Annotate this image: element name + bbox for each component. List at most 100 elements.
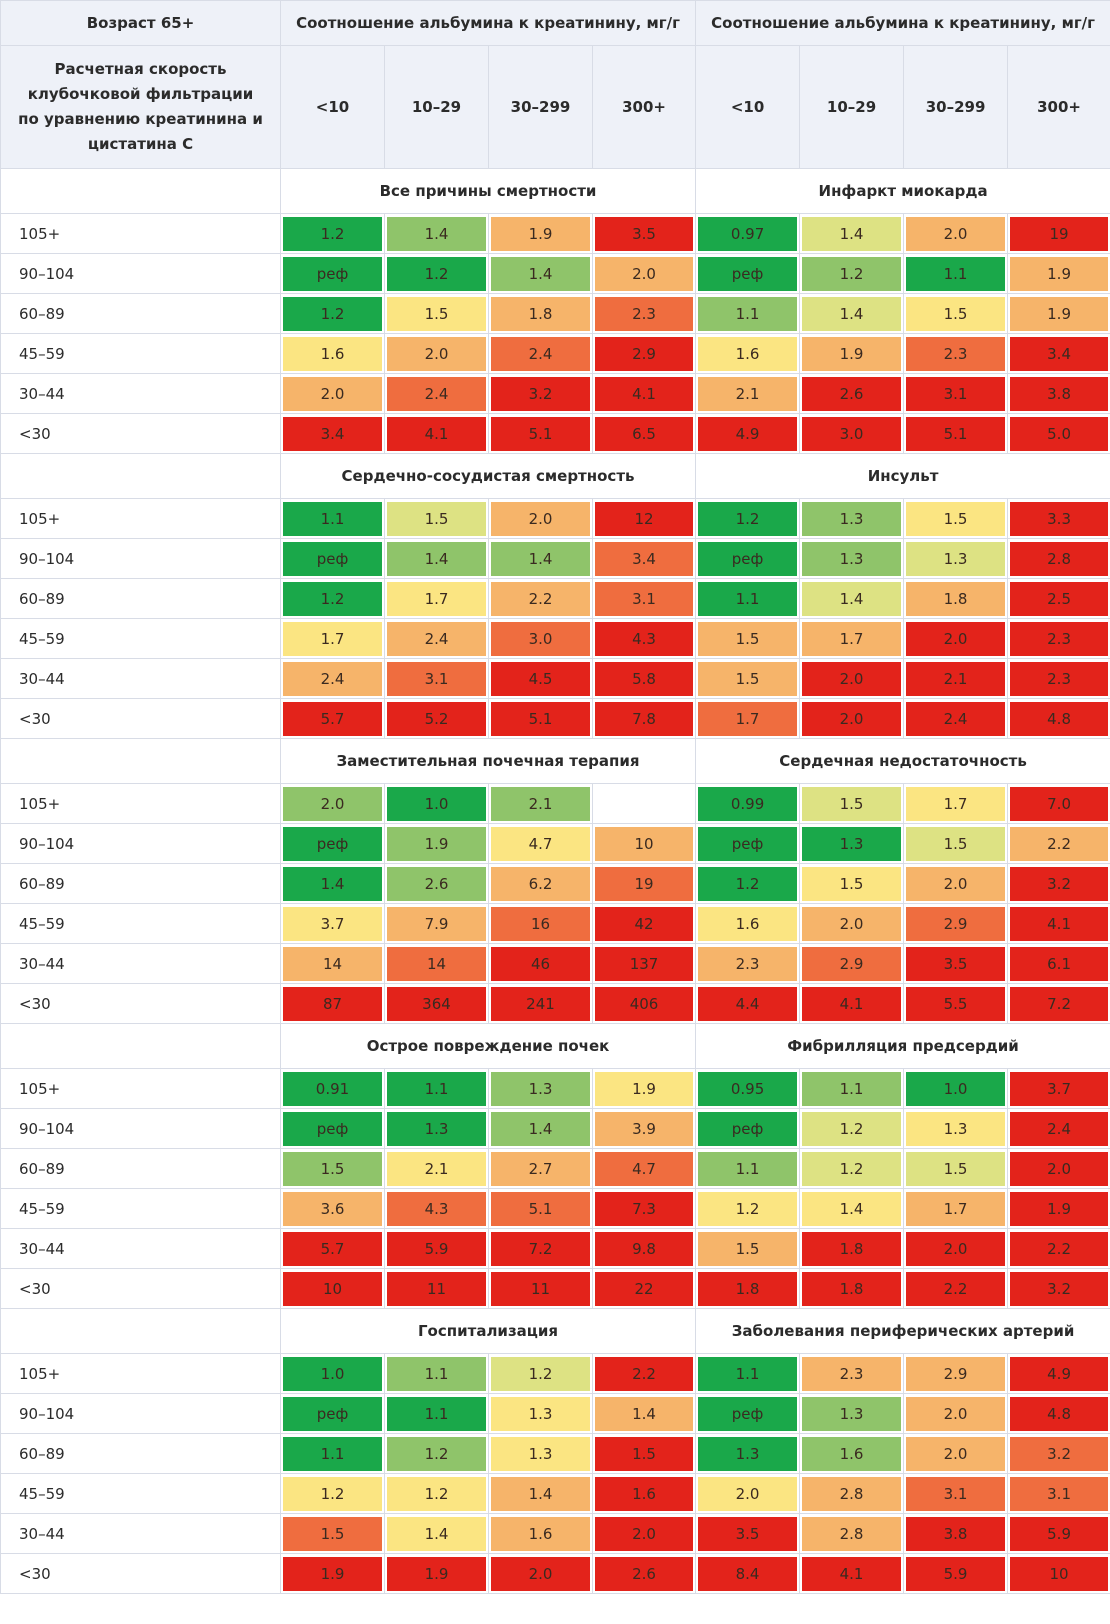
heatmap-cell: 1.4 — [591, 1393, 697, 1434]
heatmap-cell: 1.7 — [903, 783, 1009, 824]
heatmap-value: 1.4 — [387, 541, 486, 576]
heatmap-value: 2.3 — [1010, 661, 1109, 696]
heatmap-value: 2.4 — [387, 621, 486, 656]
heatmap-cell: 3.1 — [903, 373, 1009, 414]
heatmap-value: 2.0 — [491, 501, 590, 536]
category-header: 30–299 — [488, 45, 593, 169]
heatmap-cell: 5.1 — [903, 413, 1009, 454]
heatmap-value: 2.9 — [595, 336, 694, 371]
heatmap-value: 2.1 — [387, 1151, 486, 1186]
heatmap-value: 2.0 — [906, 1231, 1006, 1266]
heatmap-cell: 3.4 — [591, 538, 697, 579]
section-blank-cell — [0, 1308, 281, 1354]
egfr-row-label: 105+ — [0, 498, 281, 539]
heatmap-value: 3.5 — [595, 216, 694, 251]
table-row: 30–44 1.5 1.4 1.6 2.0 3.5 2.8 3.8 5.9 — [0, 1513, 1110, 1554]
heatmap-value: 5.1 — [491, 701, 590, 736]
heatmap-value: 2.9 — [906, 1356, 1006, 1391]
heatmap-value: реф — [698, 1111, 798, 1146]
heatmap-value: 1.5 — [387, 501, 486, 536]
category-header: 300+ — [1007, 45, 1110, 169]
heatmap-cell: 1.4 — [280, 863, 385, 904]
heatmap-cell: 7.2 — [1007, 983, 1110, 1024]
heatmap-cell: реф — [280, 253, 385, 294]
heatmap-value: 1.3 — [387, 1111, 486, 1146]
heatmap-value: 6.1 — [1010, 946, 1109, 981]
heatmap-cell: 1.2 — [280, 1473, 385, 1514]
heatmap-cell: 4.1 — [591, 373, 697, 414]
heatmap-value: 1.1 — [698, 581, 798, 616]
heatmap-cell: 2.0 — [591, 1513, 697, 1554]
heatmap-cell: 1.9 — [799, 333, 905, 374]
heatmap-cell: 1.5 — [695, 658, 801, 699]
heatmap-cell: 6.2 — [488, 863, 593, 904]
heatmap-value: 1.4 — [491, 541, 590, 576]
heatmap-cell: 14 — [280, 943, 385, 984]
heatmap-value: 4.1 — [802, 986, 902, 1021]
heatmap-value: 10 — [283, 1271, 382, 1306]
heatmap-cell: 1.7 — [903, 1188, 1009, 1229]
heatmap-cell: 1.6 — [695, 903, 801, 944]
heatmap-value: 1.5 — [906, 501, 1006, 536]
heatmap-value: 2.7 — [491, 1151, 590, 1186]
heatmap-value: 2.0 — [906, 621, 1006, 656]
heatmap-value: 1.1 — [387, 1396, 486, 1431]
heatmap-cell: 1.4 — [384, 213, 489, 254]
heatmap-cell: 1.5 — [903, 1148, 1009, 1189]
heatmap-value: 1.5 — [802, 866, 902, 901]
heatmap-cell: 3.2 — [488, 373, 593, 414]
heatmap-value: 7.8 — [595, 701, 694, 736]
heatmap-value: 1.4 — [802, 296, 902, 331]
heatmap-cell: 4.4 — [695, 983, 801, 1024]
heatmap-cell: 7.9 — [384, 903, 489, 944]
heatmap-cell: 1.6 — [280, 333, 385, 374]
egfr-row-label: 60–89 — [0, 1433, 281, 1474]
egfr-row-label: 30–44 — [0, 1228, 281, 1269]
heatmap-value: 1.3 — [802, 1396, 902, 1431]
section-title-right: Фибрилляция предсердий — [695, 1023, 1110, 1069]
heatmap-cell: 1.2 — [695, 498, 801, 539]
heatmap-value: 3.5 — [698, 1516, 798, 1551]
heatmap-value: 2.3 — [595, 296, 694, 331]
heatmap-cell: 3.2 — [1007, 1433, 1110, 1474]
table-row: 105+ 1.0 1.1 1.2 2.2 1.1 2.3 2.9 4.9 — [0, 1353, 1110, 1394]
heatmap-cell: 2.4 — [280, 658, 385, 699]
heatmap-value: реф — [283, 256, 382, 291]
heatmap-cell: 1.1 — [695, 293, 801, 334]
heatmap-value: 1.1 — [283, 1436, 382, 1471]
heatmap-cell: 1.9 — [1007, 1188, 1110, 1229]
heatmap-cell: 3.1 — [384, 658, 489, 699]
heatmap-value: 14 — [283, 946, 382, 981]
heatmap-value: 2.1 — [491, 786, 590, 821]
heatmap-value: 1.2 — [698, 501, 798, 536]
heatmap-value: 2.0 — [906, 216, 1006, 251]
section-title-row: Сердечно-сосудистая смертность Инсульт — [0, 453, 1110, 499]
heatmap-cell: 2.8 — [1007, 538, 1110, 579]
heatmap-value: 1.9 — [387, 1556, 486, 1591]
heatmap-value: 2.0 — [802, 701, 902, 736]
heatmap-cell: реф — [280, 538, 385, 579]
egfr-row-label: 90–104 — [0, 823, 281, 864]
heatmap-value: 1.3 — [802, 826, 902, 861]
heatmap-cell: 2.3 — [695, 943, 801, 984]
heatmap-value: 3.5 — [906, 946, 1006, 981]
heatmap-cell: 2.0 — [384, 333, 489, 374]
heatmap-cell: 2.0 — [280, 373, 385, 414]
heatmap-cell: 1.9 — [1007, 253, 1110, 294]
heatmap-cell: 3.5 — [695, 1513, 801, 1554]
heatmap-cell: 1.1 — [280, 498, 385, 539]
heatmap-cell: 5.1 — [488, 698, 593, 739]
heatmap-value: 1.4 — [802, 216, 902, 251]
heatmap-cell: реф — [695, 538, 801, 579]
heatmap-value: 4.5 — [491, 661, 590, 696]
table-row: <30 3.4 4.1 5.1 6.5 4.9 3.0 5.1 5.0 — [0, 413, 1110, 454]
heatmap-cell: 5.1 — [488, 1188, 593, 1229]
table-row: 30–44 2.4 3.1 4.5 5.8 1.5 2.0 2.1 2.3 — [0, 658, 1110, 699]
heatmap-cell: 7.8 — [591, 698, 697, 739]
heatmap-value: 1.3 — [491, 1436, 590, 1471]
heatmap-cell: 3.9 — [591, 1108, 697, 1149]
heatmap-cell: 1.3 — [799, 1393, 905, 1434]
heatmap-cell: 6.5 — [591, 413, 697, 454]
heatmap-value: 10 — [1010, 1556, 1109, 1591]
heatmap-value: 2.2 — [595, 1356, 694, 1391]
